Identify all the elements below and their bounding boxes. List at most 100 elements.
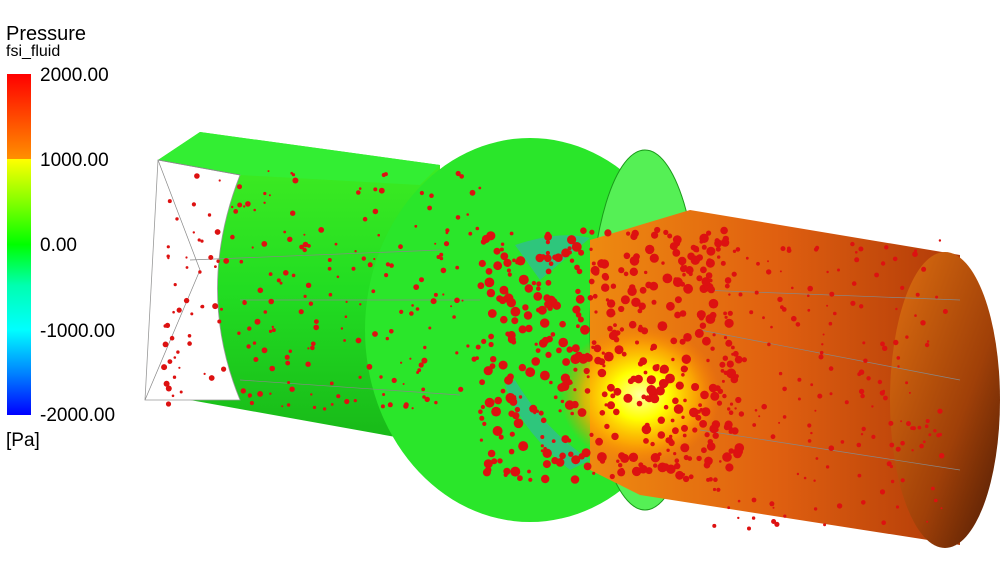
particle (344, 315, 348, 319)
particle (421, 387, 426, 392)
particle (738, 411, 745, 417)
particle (511, 317, 519, 325)
particle (657, 431, 666, 439)
particle (281, 405, 284, 408)
particle (591, 261, 596, 266)
particle (179, 390, 183, 394)
particle (658, 378, 669, 389)
particle (858, 388, 865, 395)
particle (702, 336, 711, 346)
particle (292, 177, 299, 184)
particle (911, 449, 914, 452)
particle (601, 272, 609, 280)
particle (486, 288, 496, 298)
particle (313, 324, 320, 331)
particle (305, 282, 312, 288)
particle (758, 415, 761, 418)
inlet-pipe-top (158, 132, 440, 185)
particle (650, 394, 660, 404)
particle (688, 271, 693, 277)
particle (254, 318, 261, 325)
particle (734, 407, 737, 410)
particle (712, 432, 719, 439)
particle (510, 306, 521, 317)
particle (727, 506, 731, 510)
particle (577, 316, 584, 323)
particle (461, 299, 464, 302)
particle (571, 242, 582, 252)
particle (536, 286, 541, 291)
particle (880, 261, 886, 266)
particle (917, 425, 922, 430)
particle (781, 307, 787, 312)
particle (208, 375, 215, 381)
particle (561, 435, 570, 444)
particle (782, 386, 787, 392)
particle (727, 310, 733, 316)
particle (507, 272, 512, 277)
particle (699, 239, 704, 244)
particle (172, 310, 175, 314)
particle (327, 258, 332, 262)
particle (178, 366, 181, 369)
particle (636, 400, 643, 407)
particle (483, 366, 493, 376)
particle (361, 256, 366, 261)
particle (540, 417, 547, 424)
particle (722, 355, 728, 361)
particle (378, 187, 385, 194)
particle (623, 393, 633, 403)
particle (814, 409, 817, 412)
particle (269, 392, 272, 395)
particle (343, 339, 346, 342)
particle (567, 235, 577, 245)
particle (783, 514, 787, 518)
particle (696, 409, 701, 414)
particle (384, 273, 389, 278)
particle (828, 445, 835, 452)
particle (910, 426, 914, 430)
particle (522, 304, 529, 311)
particle (344, 398, 350, 405)
particle (439, 252, 444, 257)
particle (680, 262, 684, 266)
particle (706, 258, 713, 264)
particle (514, 406, 521, 413)
particle (185, 266, 189, 269)
particle (701, 447, 707, 454)
particle (286, 403, 291, 407)
particle (691, 383, 700, 391)
particle (723, 423, 731, 431)
particle (493, 247, 501, 255)
particle (354, 250, 357, 253)
particle (231, 205, 234, 209)
particle (886, 461, 892, 467)
particle (856, 442, 862, 448)
particle (176, 350, 180, 354)
particle (938, 239, 942, 242)
particle (566, 346, 573, 353)
particle (731, 427, 739, 435)
particle (310, 345, 315, 351)
particle (359, 303, 362, 306)
particle (500, 242, 505, 246)
particle (430, 298, 437, 305)
particle (724, 277, 732, 284)
particle (544, 254, 552, 263)
particle (162, 364, 166, 368)
particle (688, 474, 694, 480)
particle (678, 256, 687, 266)
particle (212, 303, 219, 310)
particle (575, 352, 583, 359)
particle (690, 244, 697, 251)
particle (807, 423, 812, 428)
particle (669, 242, 678, 251)
particle (651, 299, 657, 305)
particle (555, 458, 565, 467)
particle (719, 460, 722, 463)
particle (478, 186, 482, 190)
particle (525, 324, 533, 333)
particle (249, 400, 254, 406)
particle (523, 311, 533, 320)
particle (810, 431, 813, 435)
